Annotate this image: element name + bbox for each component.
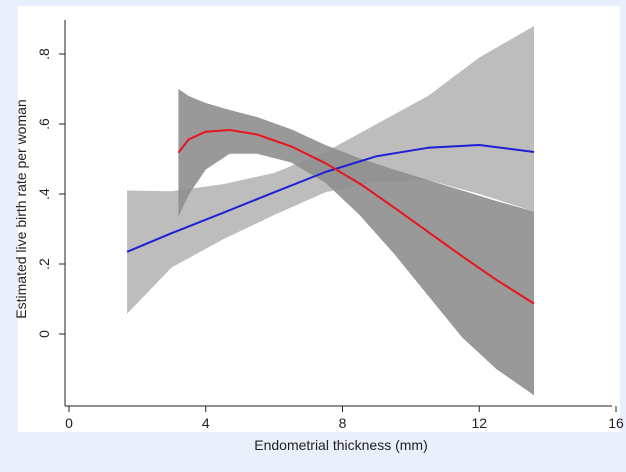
- x-tick-label: 12: [471, 415, 487, 431]
- series-line-1: [126, 144, 535, 253]
- series-lines: [126, 129, 535, 305]
- x-tick-label: 4: [202, 415, 210, 431]
- y-axis-title: Estimated live birth rate per woman: [13, 99, 29, 318]
- axes: 0 4 8 12 16 0 .2 .4 .6 .8: [36, 20, 624, 431]
- x-tick-label: 16: [608, 415, 624, 431]
- series-line-2: [177, 129, 535, 305]
- confidence-band-2: [178, 89, 534, 396]
- x-tick-label: 8: [339, 415, 347, 431]
- x-tick-label: 0: [65, 415, 73, 431]
- y-tick-label: .4: [36, 188, 52, 200]
- y-tick-label: .8: [36, 48, 52, 60]
- y-tick-label: .2: [36, 258, 52, 270]
- y-tick-label: 0: [36, 330, 52, 338]
- x-axis-title: Endometrial thickness (mm): [254, 437, 428, 453]
- y-tick-label: .6: [36, 118, 52, 130]
